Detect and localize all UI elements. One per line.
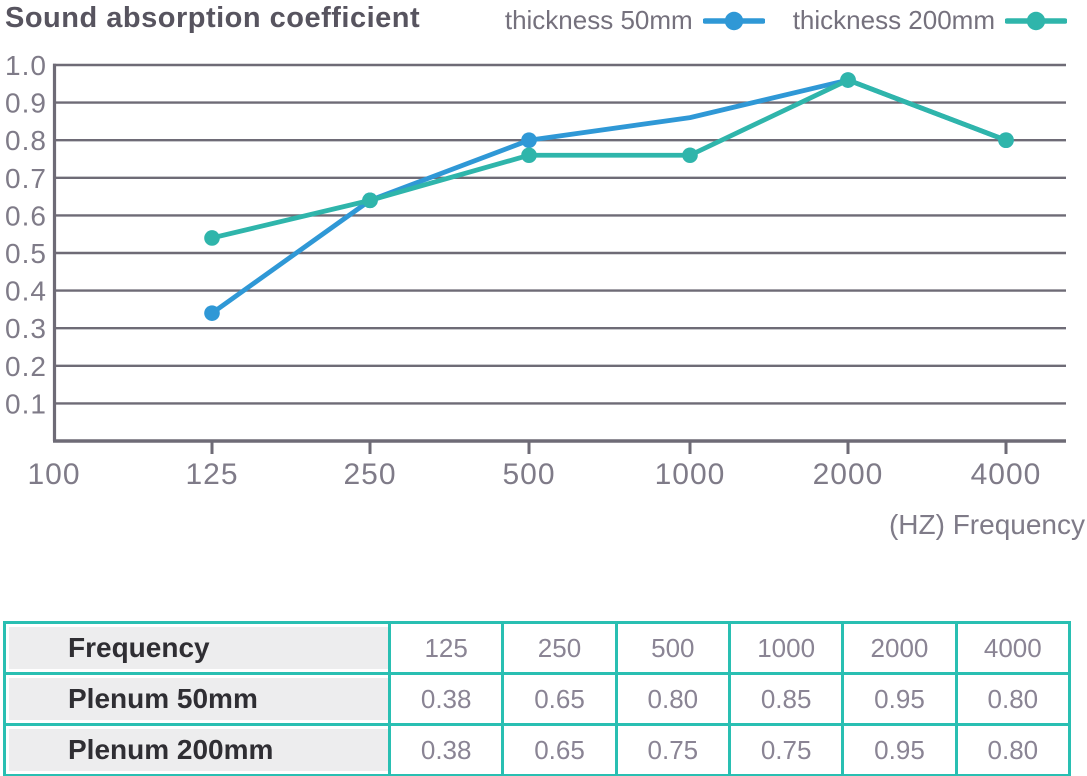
table-cell: 0.75 bbox=[727, 723, 845, 776]
y-tick-label: 0.4 bbox=[5, 276, 47, 307]
legend-label-200mm: thickness 200mm bbox=[792, 5, 995, 35]
row-header-frequency: Frequency bbox=[3, 621, 391, 675]
legend-dot bbox=[724, 11, 743, 30]
y-tick-label: 0.1 bbox=[5, 388, 47, 419]
data-point bbox=[521, 132, 537, 148]
x-tick-label: 2000 bbox=[813, 458, 884, 491]
x-tick-label: 125 bbox=[185, 458, 238, 491]
y-tick-label: 0.6 bbox=[5, 200, 47, 231]
x-tick-label: 100 bbox=[27, 458, 80, 491]
table-cell: 0.75 bbox=[614, 723, 731, 776]
table-cell: 250 bbox=[501, 621, 618, 675]
table-cell: 0.80 bbox=[614, 672, 731, 726]
line-chart: 1.0 0.9 0.8 0.7 0.6 0.5 0.4 0.3 0.2 0.1 100 125 250 5… bbox=[5, 50, 1066, 491]
data-point bbox=[204, 305, 220, 321]
table-cell: 0.65 bbox=[501, 672, 618, 726]
legend-label-50mm: thickness 50mm bbox=[504, 5, 693, 35]
chart-title: Sound absorption coefficient bbox=[5, 2, 421, 34]
table-row-plenum-200mm: Plenum 200mm 0.38 0.65 0.75 0.75 0.95 0.… bbox=[3, 723, 1072, 776]
absorption-data-table: Frequency 125 250 500 1000 2000 4000 Ple… bbox=[3, 621, 1072, 776]
table-cell: 0.80 bbox=[954, 672, 1072, 726]
table-cell: 0.95 bbox=[841, 672, 958, 726]
x-tick-label: 250 bbox=[343, 458, 396, 491]
table-cell: 4000 bbox=[954, 621, 1072, 675]
legend-dot bbox=[1026, 11, 1046, 30]
table-row-frequency: Frequency 125 250 500 1000 2000 4000 bbox=[3, 621, 1072, 675]
table-cell: 1000 bbox=[727, 621, 845, 675]
data-point bbox=[998, 132, 1014, 148]
legend-line-dot-icon bbox=[1005, 11, 1067, 30]
table-cell: 125 bbox=[387, 621, 505, 675]
chart-legend: thickness 50mm thickness 200mm bbox=[505, 5, 1067, 36]
y-tick-label: 1.0 bbox=[5, 50, 47, 81]
x-axis-title: (HZ) Frequency bbox=[888, 509, 1085, 540]
row-header-plenum-50mm: Plenum 50mm bbox=[3, 672, 391, 726]
legend-item-thickness-50mm: thickness 50mm bbox=[505, 5, 765, 36]
table-cell: 0.65 bbox=[501, 723, 618, 776]
y-tick-label: 0.7 bbox=[5, 163, 47, 194]
legend-item-thickness-200mm: thickness 200mm bbox=[793, 5, 1067, 36]
table-cell: 0.38 bbox=[387, 723, 505, 776]
table-cell: 0.85 bbox=[727, 672, 845, 726]
x-tick-label: 1000 bbox=[655, 458, 726, 491]
y-tick-label: 0.8 bbox=[5, 125, 47, 156]
table-cell: 0.95 bbox=[841, 723, 958, 776]
x-tick-label: 500 bbox=[502, 458, 555, 491]
data-point bbox=[840, 72, 856, 88]
table-cell: 2000 bbox=[841, 621, 958, 675]
table-cell: 0.38 bbox=[387, 672, 505, 726]
y-tick-label: 0.3 bbox=[5, 313, 47, 344]
y-tick-label: 0.9 bbox=[5, 88, 47, 119]
data-point bbox=[362, 192, 378, 209]
x-tick-label: 4000 bbox=[971, 458, 1042, 491]
data-point bbox=[521, 147, 537, 164]
series-line-50mm bbox=[209, 77, 1009, 316]
y-tick-label: 0.5 bbox=[5, 238, 47, 269]
y-tick-label: 0.2 bbox=[5, 351, 47, 382]
table-cell: 500 bbox=[614, 621, 731, 675]
table-cell: 0.80 bbox=[954, 723, 1072, 776]
data-point bbox=[204, 230, 220, 246]
series-line-200mm bbox=[209, 77, 1009, 241]
table-row-plenum-50mm: Plenum 50mm 0.38 0.65 0.80 0.85 0.95 0.8… bbox=[3, 672, 1072, 726]
legend-line-dot-icon bbox=[702, 11, 765, 30]
data-point bbox=[682, 147, 698, 164]
row-header-plenum-200mm: Plenum 200mm bbox=[3, 723, 391, 776]
